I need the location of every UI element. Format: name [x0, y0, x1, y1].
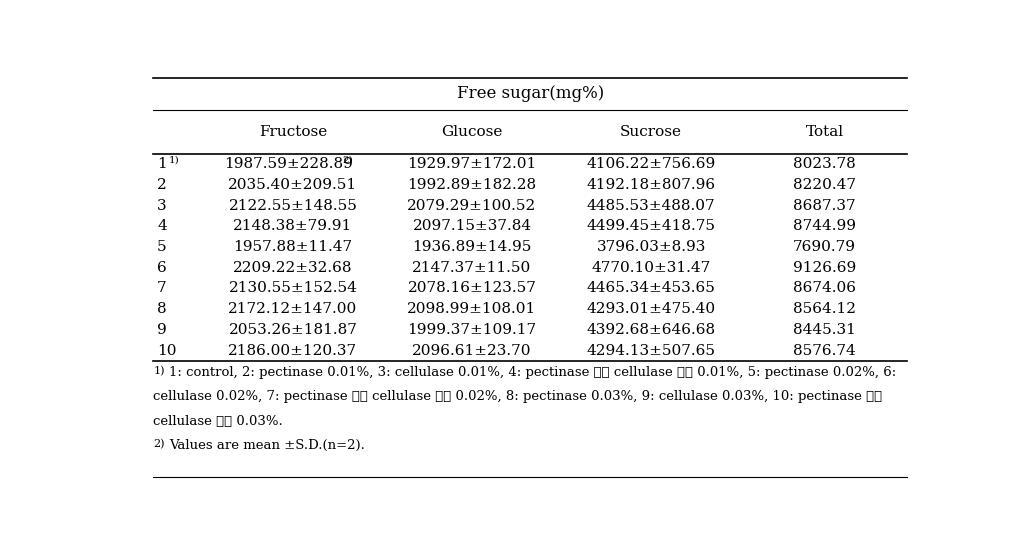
- Text: 1987.59±228.89: 1987.59±228.89: [224, 157, 353, 171]
- Text: 1992.89±182.28: 1992.89±182.28: [408, 178, 536, 192]
- Text: 10: 10: [157, 344, 177, 358]
- Text: 4106.22±756.69: 4106.22±756.69: [587, 157, 715, 171]
- Text: 4499.45±418.75: 4499.45±418.75: [587, 219, 715, 233]
- Text: 2148.38±79.91: 2148.38±79.91: [233, 219, 353, 233]
- Text: 2172.12±147.00: 2172.12±147.00: [229, 302, 357, 316]
- Text: 1: control, 2: pectinase 0.01%, 3: cellulase 0.01%, 4: pectinase 또는 cellulase 혼합: 1: control, 2: pectinase 0.01%, 3: cellu…: [170, 366, 896, 379]
- Text: 1): 1): [169, 155, 179, 164]
- Text: 8445.31: 8445.31: [793, 323, 856, 337]
- Text: 4485.53±488.07: 4485.53±488.07: [587, 198, 715, 213]
- Text: 8: 8: [157, 302, 167, 316]
- Text: 8674.06: 8674.06: [793, 281, 856, 295]
- Text: 8220.47: 8220.47: [793, 178, 856, 192]
- Text: 1999.37±109.17: 1999.37±109.17: [408, 323, 536, 337]
- Text: 8564.12: 8564.12: [793, 302, 856, 316]
- Text: 1957.88±11.47: 1957.88±11.47: [233, 240, 353, 254]
- Text: 2: 2: [157, 178, 167, 192]
- Text: 2122.55±148.55: 2122.55±148.55: [229, 198, 357, 213]
- Text: 1929.97±172.01: 1929.97±172.01: [408, 157, 536, 171]
- Text: 5: 5: [157, 240, 167, 254]
- Text: 2035.40±209.51: 2035.40±209.51: [229, 178, 357, 192]
- Text: 4392.68±646.68: 4392.68±646.68: [587, 323, 715, 337]
- Text: 2): 2): [343, 155, 353, 164]
- Text: Free sugar(mg%): Free sugar(mg%): [456, 86, 604, 102]
- Text: 8023.78: 8023.78: [793, 157, 856, 171]
- Text: cellulase 혼합 0.03%.: cellulase 혼합 0.03%.: [153, 415, 284, 428]
- Text: 2): 2): [153, 439, 165, 450]
- Text: Fructose: Fructose: [259, 125, 327, 139]
- Text: 2098.99±108.01: 2098.99±108.01: [408, 302, 536, 316]
- Text: 9: 9: [157, 323, 167, 337]
- Text: 2079.29±100.52: 2079.29±100.52: [408, 198, 536, 213]
- Text: 3: 3: [157, 198, 167, 213]
- Text: 8687.37: 8687.37: [793, 198, 856, 213]
- Text: 4293.01±475.40: 4293.01±475.40: [587, 302, 715, 316]
- Text: 2209.22±32.68: 2209.22±32.68: [233, 261, 353, 275]
- Text: Total: Total: [805, 125, 844, 139]
- Text: 6: 6: [157, 261, 167, 275]
- Text: 4: 4: [157, 219, 167, 233]
- Text: 2053.26±181.87: 2053.26±181.87: [229, 323, 357, 337]
- Text: 1): 1): [153, 366, 165, 377]
- Text: 1936.89±14.95: 1936.89±14.95: [412, 240, 532, 254]
- Text: 2096.61±23.70: 2096.61±23.70: [412, 344, 532, 358]
- Text: 4192.18±807.96: 4192.18±807.96: [587, 178, 715, 192]
- Text: 2097.15±37.84: 2097.15±37.84: [412, 219, 532, 233]
- Text: 2130.55±152.54: 2130.55±152.54: [229, 281, 357, 295]
- Text: 2147.37±11.50: 2147.37±11.50: [412, 261, 532, 275]
- Text: cellulase 0.02%, 7: pectinase 또는 cellulase 혼합 0.02%, 8: pectinase 0.03%, 9: cell: cellulase 0.02%, 7: pectinase 또는 cellula…: [153, 390, 883, 403]
- Text: 7: 7: [157, 281, 167, 295]
- Text: 7690.79: 7690.79: [793, 240, 856, 254]
- Text: 4770.10±31.47: 4770.10±31.47: [591, 261, 711, 275]
- Text: 9126.69: 9126.69: [793, 261, 856, 275]
- Text: 4294.13±507.65: 4294.13±507.65: [587, 344, 715, 358]
- Text: Glucose: Glucose: [441, 125, 503, 139]
- Text: 8744.99: 8744.99: [793, 219, 856, 233]
- Text: 3796.03±8.93: 3796.03±8.93: [596, 240, 706, 254]
- Text: 2186.00±120.37: 2186.00±120.37: [229, 344, 357, 358]
- Text: Values are mean ±S.D.(n=2).: Values are mean ±S.D.(n=2).: [170, 439, 365, 452]
- Text: 4465.34±453.65: 4465.34±453.65: [587, 281, 715, 295]
- Text: 8576.74: 8576.74: [793, 344, 856, 358]
- Text: 2078.16±123.57: 2078.16±123.57: [408, 281, 536, 295]
- Text: 1: 1: [157, 157, 167, 171]
- Text: Sucrose: Sucrose: [620, 125, 682, 139]
